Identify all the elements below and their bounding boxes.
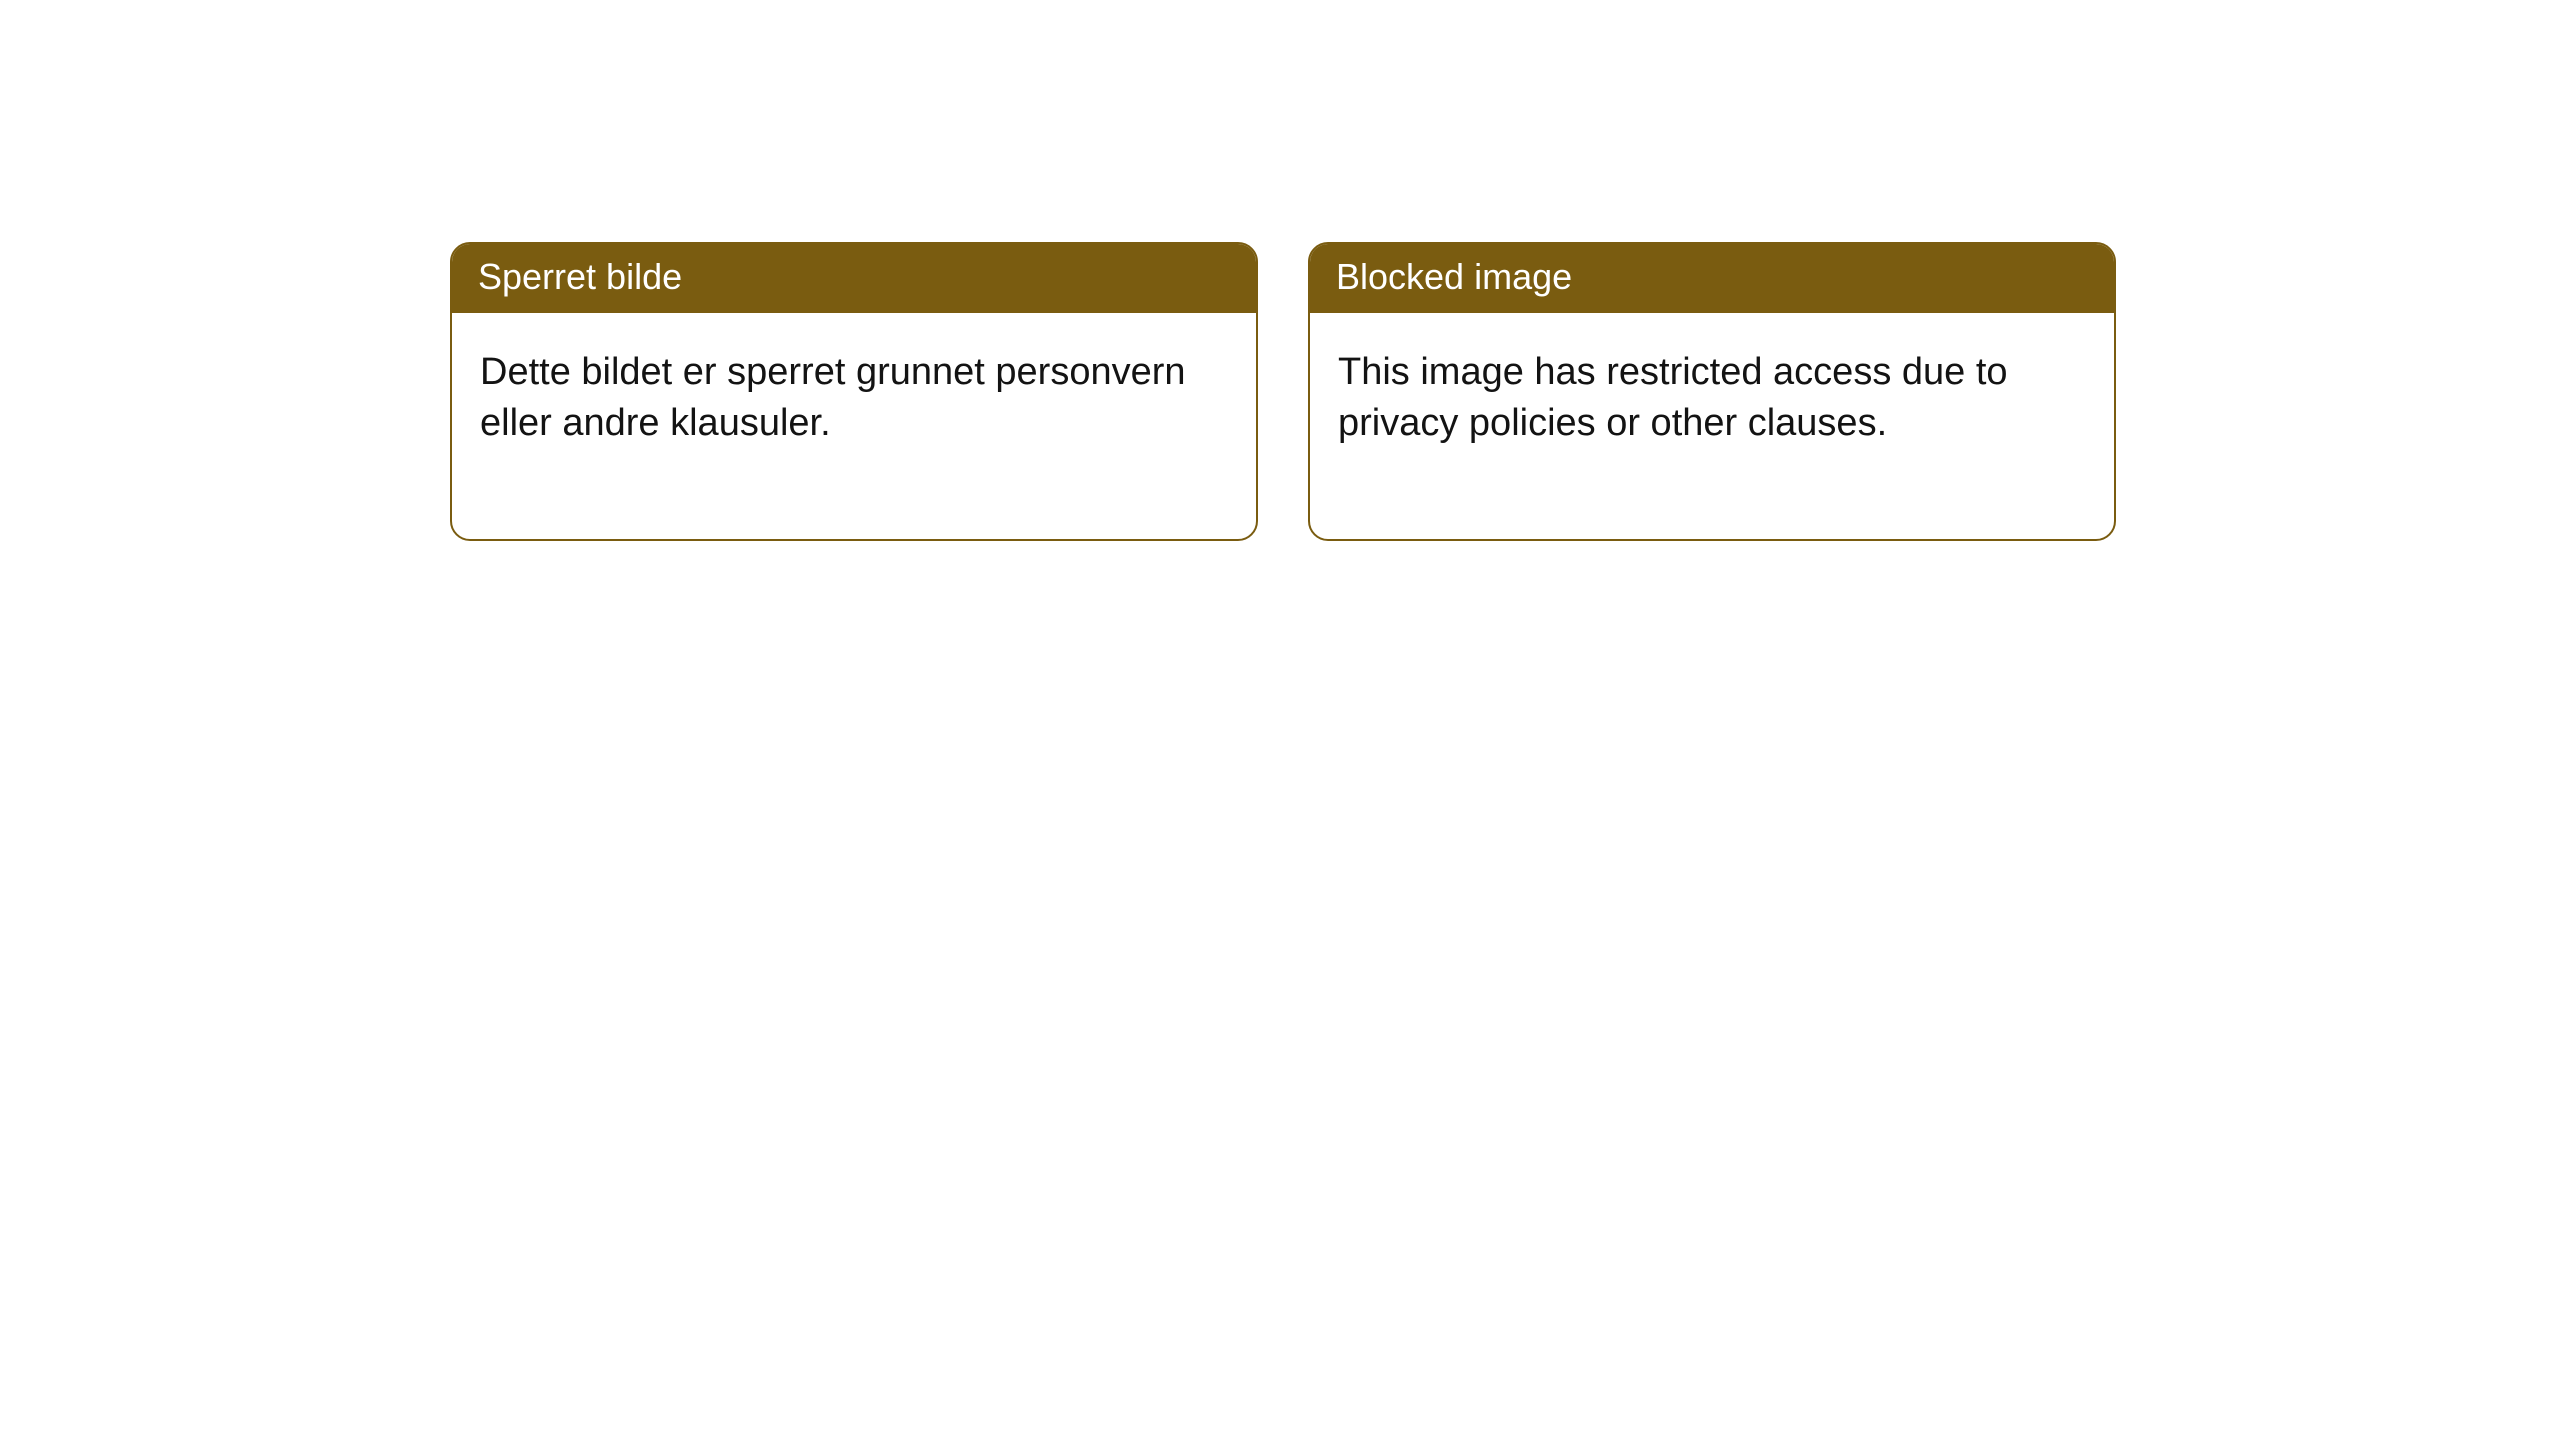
notice-body: This image has restricted access due to … [1310, 313, 2114, 540]
notice-container: Sperret bilde Dette bildet er sperret gr… [0, 0, 2560, 541]
notice-card-english: Blocked image This image has restricted … [1308, 242, 2116, 541]
notice-body: Dette bildet er sperret grunnet personve… [452, 313, 1256, 540]
notice-header: Blocked image [1310, 244, 2114, 313]
notice-header: Sperret bilde [452, 244, 1256, 313]
notice-card-norwegian: Sperret bilde Dette bildet er sperret gr… [450, 242, 1258, 541]
